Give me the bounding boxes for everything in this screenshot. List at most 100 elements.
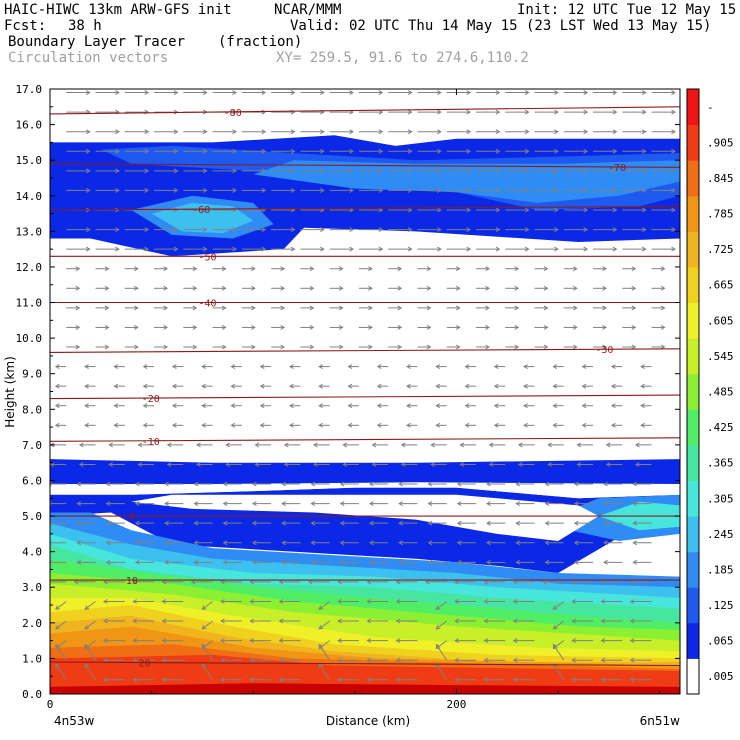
circulation-vector [515, 481, 535, 487]
circulation-vector [329, 324, 344, 330]
circulation-vector [193, 520, 213, 526]
circulation-vector [388, 129, 413, 135]
circulation-vector [505, 344, 520, 350]
circulation-vector [347, 422, 359, 428]
circulation-vector [475, 90, 501, 96]
circulation-vector [212, 344, 227, 350]
circulation-vector [593, 148, 618, 154]
circulation-vector [310, 481, 330, 487]
circulation-vector [600, 638, 623, 644]
circulation-vector [454, 638, 476, 644]
circulation-vector [610, 403, 623, 409]
circulation-vector [576, 442, 594, 448]
x-end-label: 6n51w [640, 714, 681, 728]
circulation-vector [427, 501, 447, 507]
circulation-vector [485, 559, 506, 565]
circulation-vector [124, 187, 150, 193]
colorbar-swatch [687, 409, 699, 446]
circulation-vector [534, 148, 559, 154]
circulation-vector [534, 344, 549, 350]
circulation-vector [66, 246, 91, 252]
circulation-vector [475, 324, 491, 330]
circulation-vector [456, 520, 476, 526]
circulation-vector [66, 305, 81, 311]
colorbar-swatch [687, 516, 699, 553]
circulation-vector [195, 462, 213, 467]
circulation-vector [632, 559, 652, 565]
circulation-vector [388, 266, 403, 272]
circulation-vector [427, 520, 447, 526]
colorbar-frame [686, 88, 700, 695]
circulation-vector [454, 618, 476, 624]
circulation-vector [610, 364, 623, 370]
circulation-vector [66, 266, 81, 272]
circulation-vector [475, 207, 501, 213]
circulation-vector [388, 109, 413, 115]
circulation-vector [366, 618, 389, 624]
circulation-vector [222, 559, 242, 565]
circulation-vector [164, 520, 184, 526]
circulation-vector [454, 599, 476, 604]
circulation-vector [329, 227, 354, 233]
circulation-vector [271, 246, 296, 252]
circulation-vector [66, 90, 91, 96]
circulation-vector [102, 657, 125, 663]
circulation-vector [124, 168, 150, 174]
circulation-vector [300, 90, 325, 96]
circulation-vector [337, 657, 359, 663]
colorbar-label: .905 [707, 136, 734, 149]
temperature-contour [50, 106, 680, 115]
circulation-vector [95, 285, 110, 291]
circulation-vector [300, 187, 325, 193]
circulation-vector [222, 481, 242, 487]
circulation-vector [201, 383, 213, 389]
circulation-vector [651, 285, 666, 291]
colorbar-swatch [687, 551, 699, 588]
circulation-vector [534, 324, 549, 330]
y-tick-label: 4.0 [22, 546, 42, 559]
circulation-vector [183, 168, 208, 174]
circulation-vector [300, 305, 315, 311]
colorbar-swatch [687, 622, 699, 659]
circulation-vector [230, 422, 242, 428]
circulation-vector [310, 520, 330, 526]
circulation-vector [544, 501, 564, 507]
circulation-vector [310, 501, 330, 507]
circulation-vector [622, 90, 647, 96]
circulation-vector [300, 285, 315, 291]
circulation-vector [358, 90, 384, 96]
circulation-vector [137, 462, 155, 467]
circulation-vector [515, 559, 535, 565]
colorbar-swatch [687, 444, 699, 481]
circulation-vector [395, 638, 418, 644]
circulation-vector [300, 324, 315, 330]
circulation-vector [483, 657, 506, 663]
circulation-vector [366, 599, 389, 604]
circulation-vector [95, 324, 110, 330]
circulation-vector [427, 559, 447, 565]
circulation-vector [134, 520, 155, 526]
circulation-vector [493, 383, 506, 389]
circulation-vector [102, 618, 125, 624]
circulation-vector [405, 422, 418, 428]
circulation-vector [534, 187, 559, 193]
circulation-vector [84, 620, 96, 630]
circulation-vector [222, 520, 242, 526]
circulation-vector [271, 227, 296, 233]
circulation-vector [271, 148, 296, 154]
circulation-vector [629, 599, 652, 604]
circulation-vector [651, 168, 676, 174]
circulation-vector [515, 540, 535, 546]
circulation-vector [632, 481, 652, 487]
circulation-vector [505, 129, 530, 135]
circulation-vector [55, 640, 67, 650]
circulation-vector [154, 285, 169, 291]
circulation-vector [219, 638, 242, 644]
circulation-vector [241, 285, 256, 291]
circulation-vector [395, 618, 418, 624]
circulation-vector [183, 344, 198, 350]
circulation-vector [347, 383, 359, 389]
circulation-vector [300, 246, 325, 252]
circulation-vector [581, 383, 594, 389]
y-tick-label: 7.0 [22, 439, 42, 452]
